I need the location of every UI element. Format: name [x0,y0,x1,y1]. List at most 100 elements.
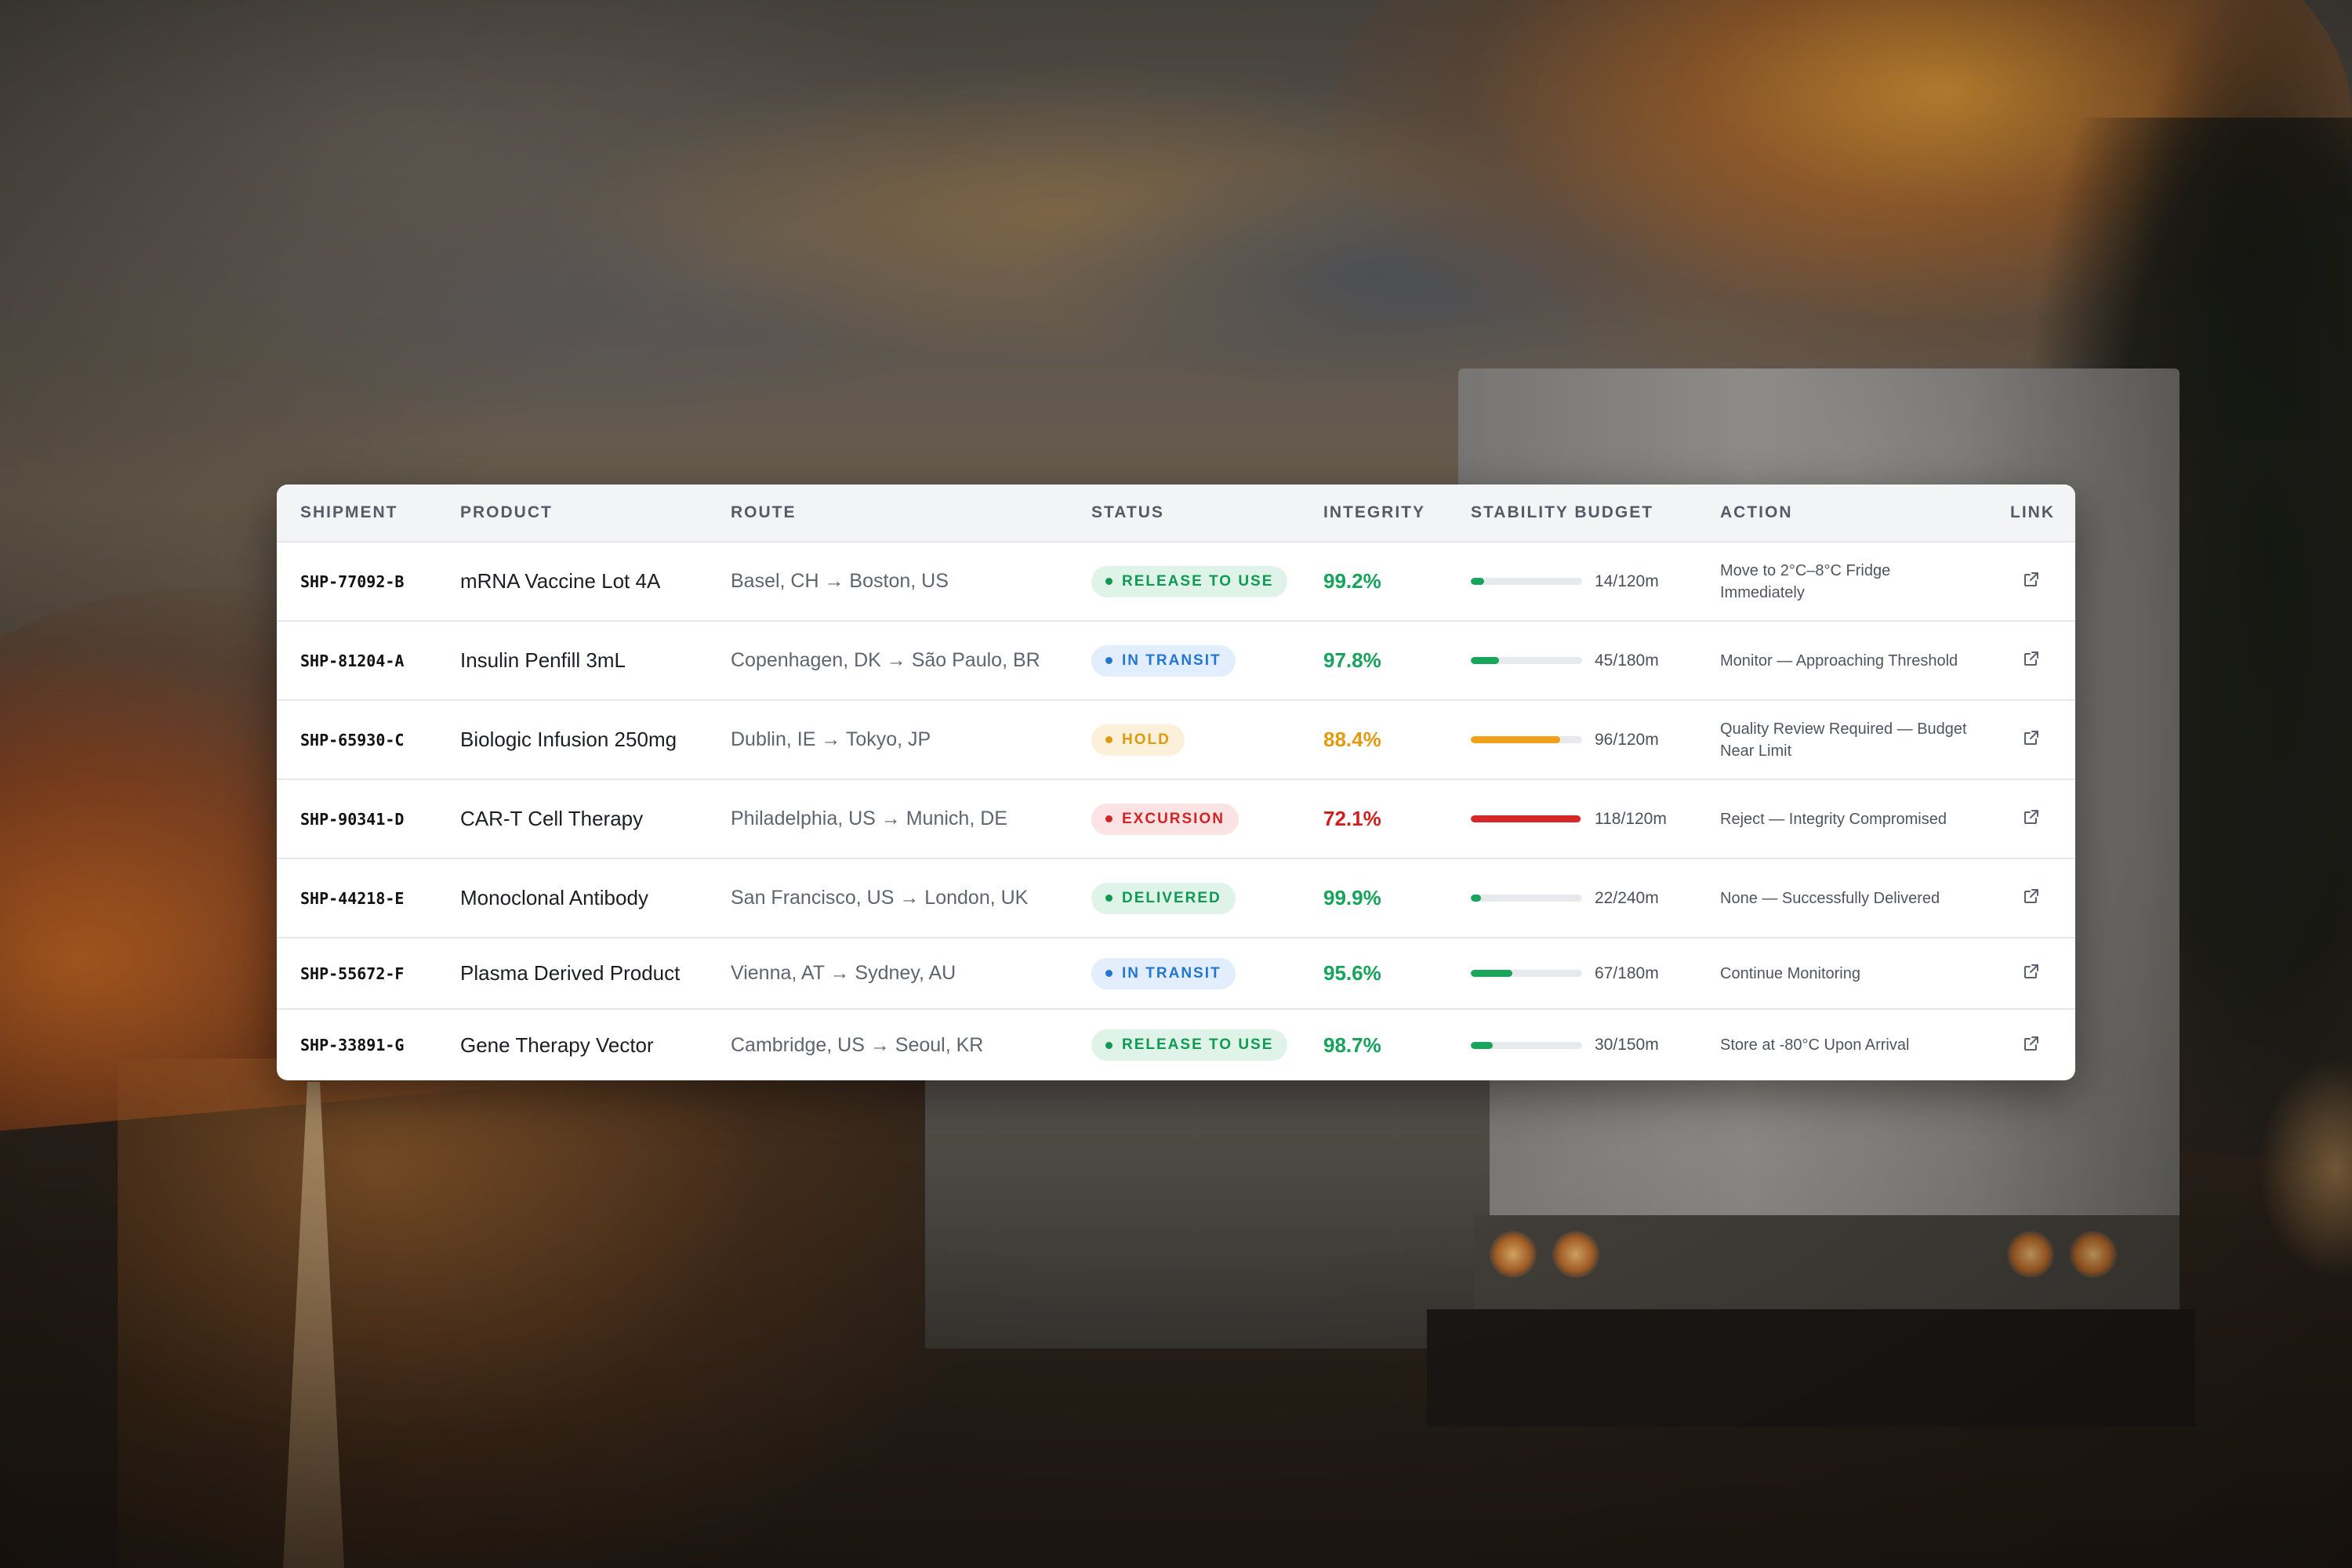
shipments-table-card: SHIPMENT PRODUCT ROUTE STATUS INTEGRITY … [277,485,2075,1080]
route: Dublin, IE → Tokyo, JP [731,728,931,750]
status-cell: HOLD [1068,700,1300,779]
product-name: Plasma Derived Product [460,961,681,985]
shipment-id[interactable]: SHP-90341-D [300,809,405,829]
integrity-value: 88.4% [1323,728,1381,751]
action-text: Move to 2°C–8°C Fridge Immediately [1720,561,1891,601]
budget-progress-bar [1471,578,1582,585]
table-row[interactable]: SHP-65930-C Biologic Infusion 250mg Dublin… [277,700,2075,779]
status-cell: IN TRANSIT [1068,938,1300,1009]
integrity-value: 72.1% [1323,807,1381,830]
integrity-value: 95.6% [1323,961,1381,985]
table-row[interactable]: SHP-77092-B mRNA Vaccine Lot 4A Basel, CH … [277,542,2075,621]
budget-value: 45/180m [1595,651,1659,670]
stability-budget-cell: 45/180m [1447,621,1697,700]
budget-progress-bar [1471,815,1582,822]
status-label: HOLD [1122,731,1171,748]
link-cell [1987,938,2075,1009]
shipment-id[interactable]: SHP-81204-A [300,651,405,670]
link-cell [1987,779,2075,858]
shipment-id[interactable]: SHP-77092-B [300,572,405,591]
status-dot-icon [1105,815,1112,822]
link-cell [1987,700,2075,779]
stability-budget-cell: 67/180m [1447,938,1697,1009]
budget-progress-bar [1471,1041,1582,1049]
shipment-id[interactable]: SHP-55672-F [300,964,405,983]
budget-progress-fill [1471,657,1499,664]
table-row[interactable]: SHP-81204-A Insulin Penfill 3mL Copenhagen… [277,621,2075,700]
link-cell [1987,542,2075,621]
external-link-icon[interactable] [2022,1034,2041,1053]
external-link-icon[interactable] [2022,649,2041,668]
status-label: IN TRANSIT [1122,652,1221,669]
tail-light [1490,1231,1537,1278]
integrity-value: 98.7% [1323,1033,1381,1057]
action-text: Quality Review Required — Budget Near Li… [1720,720,1967,760]
col-header-product[interactable]: PRODUCT [437,485,707,543]
route: Basel, CH → Boston, US [731,570,949,592]
budget-progress-fill [1471,736,1560,743]
product-name: CAR-T Cell Therapy [460,807,644,830]
status-dot-icon [1105,578,1112,585]
link-cell [1987,1009,2075,1080]
budget-value: 96/120m [1595,730,1659,749]
shipment-id[interactable]: SHP-33891-G [300,1036,405,1054]
col-header-action[interactable]: ACTION [1697,485,1987,543]
status-dot-icon [1105,1041,1112,1049]
route: San Francisco, US → London, UK [731,887,1029,909]
status-cell: RELEASE TO USE [1068,1009,1300,1080]
budget-value: 118/120m [1595,809,1667,828]
col-header-status[interactable]: STATUS [1068,485,1300,543]
tail-light [2070,1231,2117,1278]
tail-light [1552,1231,1599,1278]
table-header-row: SHIPMENT PRODUCT ROUTE STATUS INTEGRITY … [277,485,2075,543]
col-header-route[interactable]: ROUTE [707,485,1068,543]
road-glow [118,1058,980,1568]
col-header-shipment[interactable]: SHIPMENT [277,485,437,543]
status-cell: RELEASE TO USE [1068,542,1300,621]
budget-value: 14/120m [1595,572,1659,590]
external-link-icon[interactable] [2022,570,2041,589]
shipment-id[interactable]: SHP-44218-E [300,888,405,908]
external-link-icon[interactable] [2022,728,2041,747]
route: Vienna, AT → Sydney, AU [731,962,956,984]
product-name: mRNA Vaccine Lot 4A [460,569,661,593]
shipment-id[interactable]: SHP-65930-C [300,730,405,750]
status-badge: DELIVERED [1091,882,1236,914]
status-label: EXCURSION [1122,810,1225,827]
status-label: RELEASE TO USE [1122,572,1274,590]
status-badge: RELEASE TO USE [1091,1029,1288,1061]
external-link-icon[interactable] [2022,808,2041,826]
table-row[interactable]: SHP-44218-E Monoclonal Antibody San Franci… [277,858,2075,938]
external-link-icon[interactable] [2022,962,2041,981]
budget-progress-fill [1471,815,1581,822]
stability-budget-cell: 22/240m [1447,858,1697,938]
link-cell [1987,858,2075,938]
budget-progress-fill [1471,578,1484,585]
status-label: RELEASE TO USE [1122,1036,1274,1053]
truck-side [925,1074,1490,1348]
integrity-value: 97.8% [1323,648,1381,672]
table-row[interactable]: SHP-33891-G Gene Therapy Vector Cambridge,… [277,1009,2075,1080]
col-header-stability-budget[interactable]: STABILITY BUDGET [1447,485,1697,543]
col-header-integrity[interactable]: INTEGRITY [1300,485,1447,543]
integrity-value: 99.2% [1323,569,1381,593]
status-cell: DELIVERED [1068,858,1300,938]
status-cell: EXCURSION [1068,779,1300,858]
budget-value: 67/180m [1595,964,1659,982]
product-name: Insulin Penfill 3mL [460,648,626,672]
budget-value: 22/240m [1595,888,1659,907]
col-header-link: LINK [1987,485,2075,543]
status-badge: EXCURSION [1091,803,1239,835]
route: Cambridge, US → Seoul, KR [731,1033,984,1056]
product-name: Biologic Infusion 250mg [460,728,677,751]
status-dot-icon [1105,657,1112,664]
status-label: DELIVERED [1122,889,1221,906]
table-row[interactable]: SHP-90341-D CAR-T Cell Therapy Philadelphi… [277,779,2075,858]
tail-light [2007,1231,2054,1278]
budget-progress-fill [1471,895,1482,902]
budget-progress-fill [1471,970,1512,977]
route: Philadelphia, US → Munich, DE [731,808,1007,829]
table-row[interactable]: SHP-55672-F Plasma Derived Product Vienna,… [277,938,2075,1009]
shipments-table: SHIPMENT PRODUCT ROUTE STATUS INTEGRITY … [277,485,2075,1080]
external-link-icon[interactable] [2022,887,2041,906]
